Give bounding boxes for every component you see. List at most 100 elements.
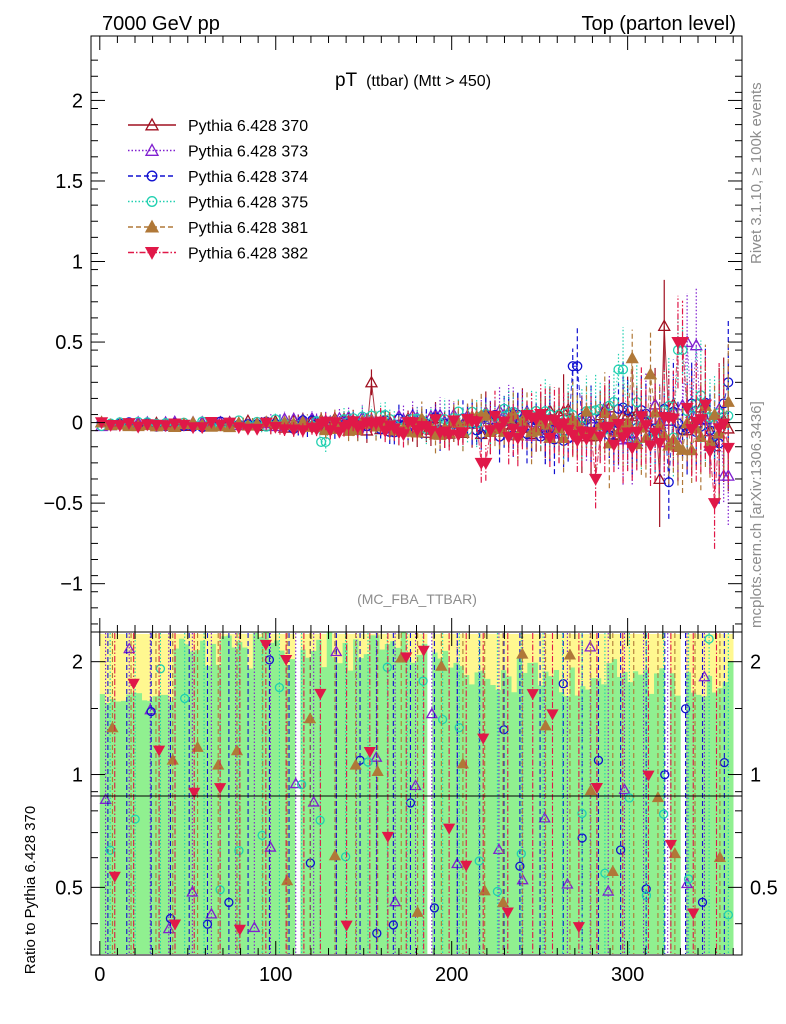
ratio-band-green: [453, 662, 460, 954]
ratio-band-green: [168, 701, 174, 954]
ratio-band-yellow: [316, 634, 322, 641]
ratio-band-green: [200, 640, 206, 954]
ratio-band-yellow: [511, 634, 518, 693]
data-marker: [346, 416, 360, 429]
data-marker: [177, 419, 191, 432]
ratio-band-yellow: [654, 634, 660, 674]
data-marker: [534, 408, 548, 421]
data-marker: [131, 421, 145, 434]
ratio-band-green: [606, 663, 613, 954]
ratio-marker: [214, 783, 227, 795]
ratio-band-yellow: [537, 634, 544, 686]
data-marker: [506, 423, 520, 436]
ratio-xtick-label: 200: [435, 964, 468, 986]
ratio-band-green: [363, 654, 370, 954]
ratio-marker: [202, 919, 213, 929]
data-marker: [602, 421, 616, 434]
data-marker: [511, 433, 525, 445]
ratio-axis-label: Ratio to Pythia 6.428 370: [22, 806, 39, 974]
ratio-marker: [642, 770, 655, 782]
plot-title: pT (ttbar) (Mtt > 450): [335, 70, 491, 91]
ratio-band-yellow: [506, 634, 512, 677]
ratio-ytick-label-left: 1: [72, 765, 83, 787]
ratio-marker: [641, 890, 652, 901]
ratio-band-green: [722, 682, 729, 954]
ratio-marker: [526, 689, 539, 701]
ratio-band-green: [416, 654, 423, 954]
data-marker: [328, 417, 342, 430]
ratio-marker: [108, 871, 121, 883]
ratio-marker: [584, 784, 597, 796]
data-marker: [287, 424, 301, 437]
ratio-band-green: [321, 667, 328, 954]
ratio-band-green: [358, 658, 365, 954]
ratio-band-yellow: [178, 634, 185, 640]
data-marker: [447, 415, 461, 428]
ratio-band-green: [99, 694, 106, 954]
data-marker: [625, 351, 639, 364]
data-marker: [319, 416, 333, 429]
data-marker: [570, 435, 584, 448]
ratio-band-green: [706, 675, 713, 954]
ratio-marker: [409, 779, 422, 791]
ratio-band-green: [273, 640, 280, 954]
ratio-band-green: [490, 684, 496, 954]
ratio-band-yellow: [163, 634, 169, 696]
ratio-band-green: [163, 694, 169, 954]
data-marker: [113, 420, 127, 432]
ratio-band-yellow: [432, 634, 438, 653]
ratio-marker: [296, 779, 307, 790]
ratio-band-green: [701, 696, 708, 954]
data-marker: [296, 425, 310, 438]
ratio-marker: [563, 648, 577, 660]
ratio-band-yellow: [321, 634, 328, 668]
data-marker: [639, 420, 653, 433]
ratio-marker: [590, 782, 603, 794]
main-ytick-label: −1: [60, 574, 83, 596]
data-marker: [567, 361, 578, 372]
data-marker: [204, 417, 218, 429]
legend-label: Pythia 6.428 375: [188, 195, 308, 212]
ratio-band-green: [690, 692, 697, 954]
ratio-marker: [388, 920, 398, 930]
ratio-ytick-label-left: 2: [72, 652, 83, 674]
ratio-band-green: [569, 667, 576, 954]
ratio-ytick-label-right: 2: [750, 652, 761, 674]
ratio-band-green: [231, 647, 238, 954]
ratio-band-green: [247, 668, 254, 954]
ratio-band-green: [126, 694, 132, 954]
ratio-marker: [165, 913, 176, 924]
header-collision-label: 7000 GeV pp: [102, 13, 220, 35]
ratio-marker: [191, 740, 204, 752]
ratio-marker: [435, 659, 448, 671]
ratio-band-yellow: [580, 634, 586, 687]
plot-title-main: pT: [335, 70, 358, 91]
data-marker: [721, 442, 735, 455]
ratio-marker: [658, 809, 669, 819]
ratio-marker: [152, 745, 166, 757]
data-marker: [547, 415, 562, 428]
data-marker: [158, 420, 173, 433]
main-ytick-label: −0.5: [44, 493, 83, 515]
ratio-band-green: [474, 672, 481, 954]
ratio-band-green: [289, 659, 296, 954]
ratio-band-green: [368, 635, 375, 954]
ratio-marker: [417, 645, 430, 657]
ratio-band-green: [300, 649, 306, 954]
data-marker: [579, 404, 594, 417]
ratio-band-green: [595, 678, 602, 954]
ratio-marker: [615, 845, 626, 855]
ratio-marker: [264, 840, 277, 852]
ratio-band-yellow: [632, 634, 639, 672]
ratio-band-green: [585, 689, 591, 954]
ratio-marker: [456, 757, 470, 769]
ratio-band-yellow: [379, 634, 386, 651]
ratio-band-green: [189, 651, 196, 954]
ratio-band-yellow: [268, 634, 275, 644]
ratio-band-green: [564, 695, 570, 954]
ratio-band-yellow: [205, 634, 211, 667]
ratio-band-green: [152, 696, 159, 954]
data-marker: [470, 416, 484, 429]
ratio-xtick-label: 0: [94, 964, 105, 986]
ratio-band-yellow: [569, 634, 576, 669]
